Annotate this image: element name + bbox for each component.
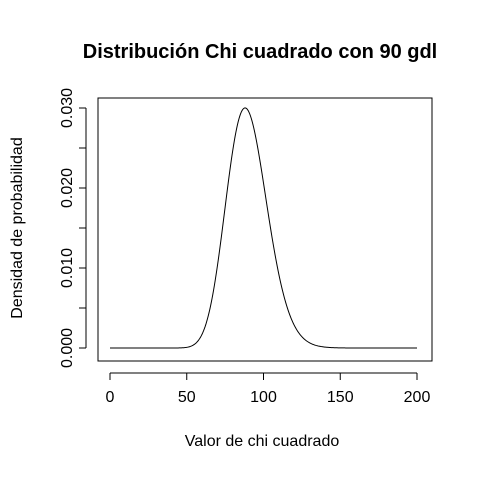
y-tick-label: 0.020 xyxy=(59,168,76,208)
y-tick-label: 0.010 xyxy=(59,248,76,288)
plot-frame xyxy=(97,97,433,362)
y-axis-label: Densidad de probabilidad xyxy=(9,137,26,318)
y-axis: 0.000 0.010 0.020 0.030 xyxy=(59,88,87,368)
x-tick-label: 150 xyxy=(327,389,354,406)
x-axis: 0 50 100 150 200 xyxy=(106,372,431,406)
x-tick-label: 50 xyxy=(178,389,196,406)
x-tick-label: 200 xyxy=(404,389,431,406)
y-tick-label: 0.000 xyxy=(59,328,76,368)
x-tick-label: 0 xyxy=(106,389,115,406)
x-tick-label: 100 xyxy=(250,389,277,406)
y-tick-label: 0.030 xyxy=(59,88,76,128)
density-curve xyxy=(110,107,417,349)
x-axis-label: Valor de chi cuadrado xyxy=(185,433,340,450)
chart-title: Distribución Chi cuadrado con 90 gdl xyxy=(83,41,437,63)
